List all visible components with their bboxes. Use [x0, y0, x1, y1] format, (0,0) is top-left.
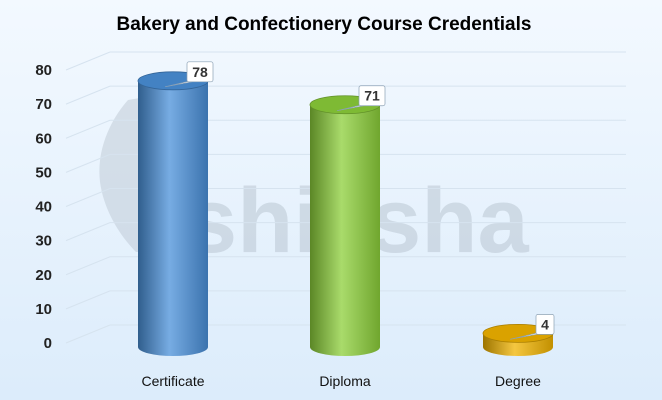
grid-line-depth: [65, 51, 111, 71]
y-tick-label: 20: [35, 267, 52, 284]
y-tick-label: 10: [35, 301, 52, 318]
x-tick-label: Degree: [495, 373, 541, 389]
data-label-box: [358, 85, 386, 107]
y-tick-label: 80: [35, 62, 52, 79]
bar-degree: [482, 323, 554, 356]
bars: [137, 71, 554, 357]
grid-line-depth: [65, 222, 111, 242]
data-labels: 78 71 4: [164, 61, 555, 340]
grid-line-depth: [65, 119, 111, 139]
data-label: 71: [336, 85, 386, 112]
bar-body: [138, 80, 208, 356]
bar-certificate: [137, 71, 209, 356]
data-label: 78: [164, 61, 214, 88]
grid-line-depth: [65, 85, 111, 105]
data-label-text: 4: [541, 316, 549, 332]
bar-body: [310, 104, 380, 357]
data-label-box: [186, 61, 214, 83]
data-label-text: 78: [192, 64, 208, 80]
grid-line-depth: [65, 290, 111, 310]
data-label-box: [535, 314, 555, 335]
grid-line-depth: [65, 188, 111, 207]
grid-line-depth: [65, 324, 111, 344]
x-tick-label: Certificate: [141, 373, 204, 389]
grid-line-depth: [65, 256, 111, 276]
x-tick-label: Diploma: [319, 373, 371, 389]
y-tick-label: 50: [35, 164, 52, 181]
data-label-text: 71: [364, 88, 380, 104]
bar-diploma: [309, 95, 381, 357]
y-tick-label: 40: [35, 199, 52, 216]
x-axis: Certificate Diploma Degree: [141, 373, 541, 389]
y-tick-label: 60: [35, 130, 52, 147]
chart-title: Bakery and Confectionery Course Credenti…: [117, 14, 532, 35]
y-tick-label: 0: [44, 335, 52, 352]
y-tick-label: 30: [35, 233, 52, 250]
grid-line-depth: [65, 153, 111, 173]
y-tick-label: 70: [35, 96, 52, 113]
y-axis: 0 10 20 30 40 50 60 70 80: [35, 62, 52, 352]
data-label: 4: [509, 314, 555, 340]
